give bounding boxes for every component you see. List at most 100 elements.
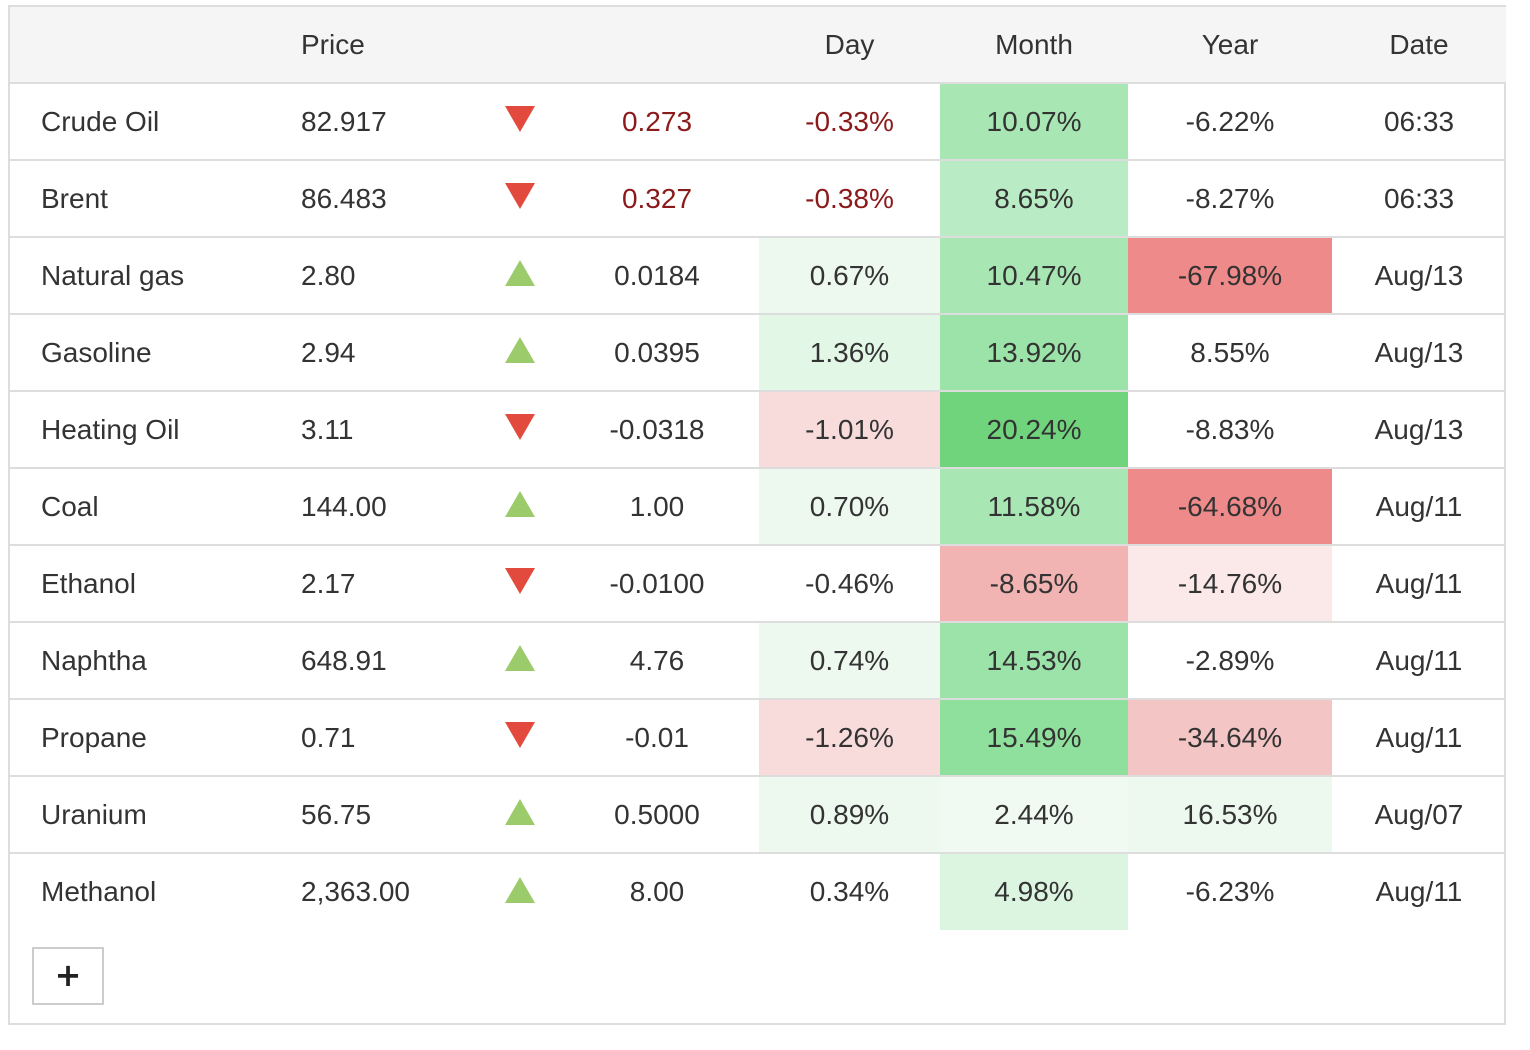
day-change-cell: 0.34% [809, 876, 890, 907]
table-row[interactable]: Uranium 56.75 0.5000 0.89% 2.44% 16.53% Aug/07 [10, 776, 1506, 853]
commodity-name-link[interactable]: Uranium [41, 798, 147, 830]
year-change-cell: -34.64% [1128, 699, 1332, 776]
energy-quotes-panel: Price Day Month Year Date Crude Oil 82.91… [8, 5, 1506, 1025]
arrow-up-icon [505, 645, 535, 672]
change-cell: 4.76 [629, 644, 685, 676]
plus-icon: + [54, 956, 82, 994]
day-change-cell: 0.89% [759, 776, 940, 853]
price-cell: 82.917 [301, 105, 387, 137]
commodity-name-link[interactable]: Brent [41, 182, 108, 214]
table-row[interactable]: Crude Oil 82.917 0.273 -0.33% 10.07% -6.22% 06… [10, 83, 1506, 160]
direction-cell [485, 622, 555, 699]
header-name [10, 7, 285, 84]
day-change-cell: -1.01% [759, 391, 940, 468]
commodity-name-link[interactable]: Heating Oil [41, 413, 180, 445]
price-cell: 56.75 [301, 798, 372, 830]
price-cell: 2.94 [301, 336, 356, 368]
header-arrow [485, 7, 555, 84]
arrow-up-icon [505, 876, 535, 903]
table-row[interactable]: Methanol 2,363.00 8.00 0.34% 4.98% -6.23% Aug/… [10, 853, 1506, 930]
commodity-name-link[interactable]: Naphtha [41, 644, 147, 676]
arrow-down-icon [505, 722, 535, 749]
month-change-cell: 10.07% [940, 83, 1128, 160]
arrow-down-icon [505, 414, 535, 441]
month-change-cell: 15.49% [940, 699, 1128, 776]
change-cell: 8.00 [629, 876, 685, 907]
month-change-cell: 14.53% [940, 622, 1128, 699]
month-change-cell: 4.98% [940, 853, 1128, 930]
table-row[interactable]: Coal 144.00 1.00 0.70% 11.58% -64.68% Aug/11 [10, 468, 1506, 545]
table-header-row: Price Day Month Year Date [10, 7, 1506, 84]
arrow-up-icon [505, 260, 535, 287]
change-cell: -0.0318 [609, 413, 705, 445]
direction-cell [485, 468, 555, 545]
month-change-cell: 8.65% [940, 160, 1128, 237]
table-row[interactable]: Naphtha 648.91 4.76 0.74% 14.53% -2.89% Aug/11 [10, 622, 1506, 699]
commodity-name-link[interactable]: Propane [41, 721, 147, 753]
direction-cell [485, 699, 555, 776]
date-cell: Aug/13 [1374, 259, 1464, 291]
commodity-name-link[interactable]: Gasoline [41, 336, 152, 368]
year-change-cell: 16.53% [1128, 776, 1332, 853]
energy-quotes-table: Price Day Month Year Date Crude Oil 82.91… [10, 7, 1506, 930]
price-cell: 648.91 [301, 644, 387, 676]
change-cell: 0.327 [621, 182, 693, 214]
date-cell: Aug/07 [1374, 798, 1464, 830]
add-row-button[interactable]: + [32, 947, 104, 1005]
price-cell: 86.483 [301, 182, 387, 214]
header-change [555, 7, 759, 84]
price-cell: 2,363.00 [301, 876, 410, 907]
change-cell: 0.5000 [614, 798, 700, 830]
day-change-cell: -0.33% [805, 105, 894, 137]
commodity-name-link[interactable]: Natural gas [41, 259, 185, 291]
date-cell: Aug/13 [1374, 336, 1464, 368]
table-row[interactable]: Brent 86.483 0.327 -0.38% 8.65% -8.27% 06:33 [10, 160, 1506, 237]
date-cell: 06:33 [1383, 182, 1455, 214]
arrow-down-icon [505, 106, 535, 133]
month-change-cell: 2.44% [940, 776, 1128, 853]
change-cell: 0.0184 [614, 259, 700, 291]
commodity-name-link[interactable]: Methanol [41, 876, 157, 907]
date-cell: 06:33 [1383, 105, 1455, 137]
date-cell: Aug/11 [1375, 721, 1463, 753]
table-row[interactable]: Heating Oil 3.11 -0.0318 -1.01% 20.24% -8.83%… [10, 391, 1506, 468]
date-cell: Aug/11 [1375, 876, 1463, 907]
date-cell: Aug/13 [1374, 413, 1464, 445]
month-change-cell: 10.47% [940, 237, 1128, 314]
header-day[interactable]: Day [759, 7, 940, 84]
year-change-cell: -2.89% [1185, 644, 1275, 676]
change-cell: 0.273 [621, 105, 693, 137]
month-change-cell: 13.92% [940, 314, 1128, 391]
day-change-cell: 0.67% [759, 237, 940, 314]
arrow-up-icon [505, 337, 535, 364]
table-row[interactable]: Gasoline 2.94 0.0395 1.36% 13.92% 8.55% Aug/13 [10, 314, 1506, 391]
commodity-name-link[interactable]: Ethanol [41, 567, 136, 599]
year-change-cell: -64.68% [1128, 468, 1332, 545]
table-row[interactable]: Natural gas 2.80 0.0184 0.67% 10.47% -67.98% A… [10, 237, 1506, 314]
direction-cell [485, 391, 555, 468]
price-cell: 0.71 [301, 721, 356, 753]
change-cell: 1.00 [629, 490, 685, 522]
direction-cell [485, 160, 555, 237]
header-year[interactable]: Year [1128, 7, 1332, 84]
arrow-down-icon [505, 568, 535, 595]
year-change-cell: -14.76% [1128, 545, 1332, 622]
table-row[interactable]: Propane 0.71 -0.01 -1.26% 15.49% -34.64% Aug/1… [10, 699, 1506, 776]
year-change-cell: -8.83% [1185, 413, 1275, 445]
table-row[interactable]: Ethanol 2.17 -0.0100 -0.46% -8.65% -14.76% Aug… [10, 545, 1506, 622]
day-change-cell: 0.70% [759, 468, 940, 545]
direction-cell [485, 545, 555, 622]
price-cell: 144.00 [301, 490, 387, 522]
direction-cell [485, 237, 555, 314]
year-change-cell: -67.98% [1128, 237, 1332, 314]
year-change-cell: -6.23% [1185, 876, 1275, 907]
year-change-cell: -6.22% [1185, 105, 1275, 137]
header-price[interactable]: Price [285, 7, 485, 84]
commodity-name-link[interactable]: Coal [41, 490, 99, 522]
header-date[interactable]: Date [1332, 7, 1506, 84]
year-change-cell: 8.55% [1190, 336, 1270, 368]
commodity-name-link[interactable]: Crude Oil [41, 105, 160, 137]
day-change-cell: -0.38% [805, 182, 894, 214]
arrow-up-icon [505, 491, 535, 518]
header-month[interactable]: Month [940, 7, 1128, 84]
